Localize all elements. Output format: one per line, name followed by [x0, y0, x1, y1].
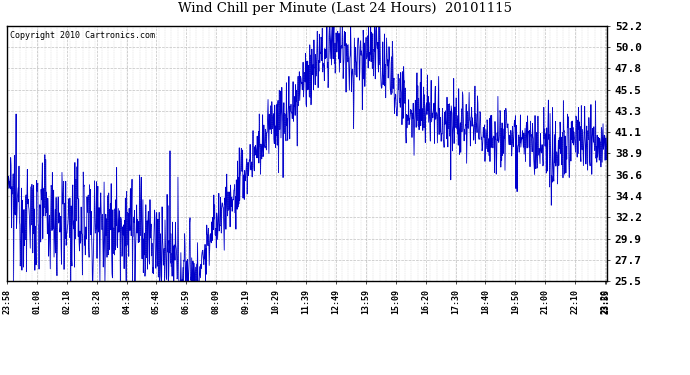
- Text: Copyright 2010 Cartronics.com: Copyright 2010 Cartronics.com: [10, 32, 155, 40]
- Text: Wind Chill per Minute (Last 24 Hours)  20101115: Wind Chill per Minute (Last 24 Hours) 20…: [178, 2, 512, 15]
